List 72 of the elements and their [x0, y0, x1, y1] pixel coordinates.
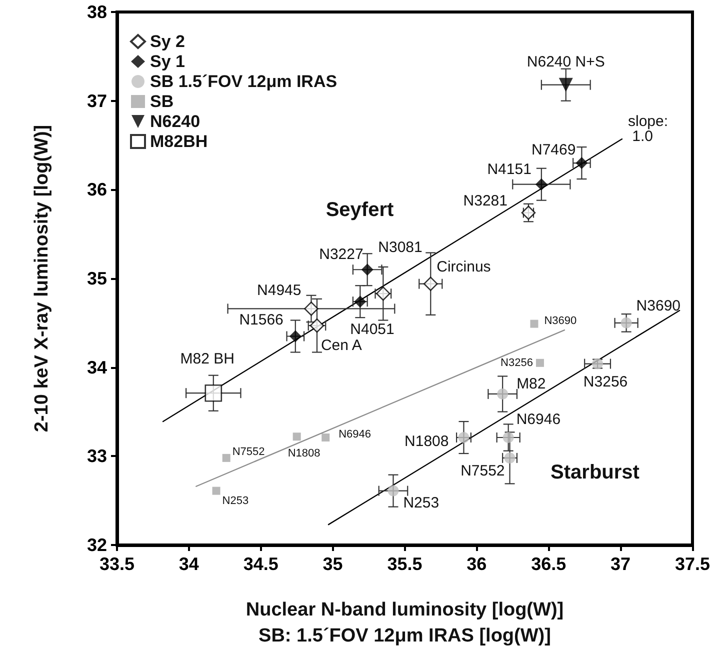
annotation: N3256 [583, 373, 628, 390]
point [504, 452, 516, 464]
annotation: Circinus [436, 258, 491, 276]
annotation: N7552 [460, 462, 505, 480]
annotation: Starburst [550, 462, 640, 484]
legend-label: M82BH [150, 132, 208, 151]
annotation: M82 [516, 375, 546, 392]
annotation: Cen A [320, 337, 362, 354]
x-tick-label: 35.5 [387, 554, 422, 574]
y-tick-label: 32 [86, 535, 107, 555]
annotation: N253 [222, 494, 249, 507]
annotation: N1808 [288, 448, 320, 460]
annotation: N3281 [463, 192, 508, 210]
annotation: N4051 [350, 321, 394, 338]
x-tick-label: 35 [322, 554, 343, 574]
x-axis-title: Nuclear N-band luminosity [log(W)] SB: 1.5´FOV 12μm IRAS [log(W)] [246, 600, 564, 646]
annotation: N3227 [319, 246, 364, 264]
annotation: N4945 [257, 282, 302, 300]
legend-label: SB 1.5´FOV 12μm IRAS [150, 72, 338, 91]
annotation: N3690 [544, 314, 577, 327]
point [304, 302, 318, 316]
annotation: slope: 1.0 [628, 113, 668, 146]
annotation: N6946 [338, 428, 372, 441]
y-tick-label: 36 [86, 180, 107, 200]
point [292, 432, 301, 441]
point [558, 78, 573, 92]
point [361, 264, 374, 276]
annotation: N1808 [404, 433, 449, 450]
annotation: N6240 N+S [526, 53, 605, 70]
point [289, 330, 302, 342]
y-axis-title: 2-10 keV X-ray luminosity [log(W)] [32, 124, 52, 432]
x-tick-label: 36.5 [531, 554, 566, 574]
annotation: N3081 [378, 239, 422, 256]
annotation: N253 [403, 494, 440, 512]
x-tick-label: 37.5 [674, 554, 710, 574]
x-tick-label: 34 [178, 554, 199, 574]
annotation: N3690 [636, 297, 681, 314]
annotation: N3256 [500, 356, 533, 369]
point [204, 384, 222, 402]
legend-label: Sy 1 [150, 52, 185, 71]
legend-label: Sy 2 [150, 32, 185, 51]
point [212, 486, 220, 495]
y-tick-label: 37 [86, 90, 107, 111]
point [222, 454, 230, 462]
legend-label: SB [150, 92, 174, 111]
point [620, 317, 632, 328]
point [322, 434, 330, 442]
y-tick-label: 35 [86, 268, 107, 288]
point [502, 432, 514, 444]
annotation: N1566 [239, 312, 284, 329]
annotation: M82 BH [180, 350, 234, 368]
x-tick-label: 36 [466, 554, 487, 574]
point [497, 388, 508, 400]
point [388, 485, 399, 496]
point [576, 157, 588, 170]
x-tick-label: 33.5 [99, 554, 135, 574]
point [423, 276, 438, 291]
annotation: N7552 [232, 446, 265, 458]
x-tick-label: 34.5 [243, 554, 278, 574]
legend-label: N6240 [150, 112, 200, 131]
point [530, 320, 538, 328]
annotation: Seyfert [326, 198, 394, 221]
annotation: N6946 [516, 411, 561, 428]
y-tick-label: 33 [86, 446, 107, 466]
y-tick-label: 34 [86, 357, 107, 378]
annotation: N7469 [532, 142, 576, 159]
y-tick-label: 38 [86, 2, 107, 22]
point [458, 432, 470, 444]
point [536, 358, 544, 367]
x-tick-label: 37 [610, 554, 631, 574]
point [535, 178, 548, 190]
annotation: N4151 [487, 160, 532, 178]
